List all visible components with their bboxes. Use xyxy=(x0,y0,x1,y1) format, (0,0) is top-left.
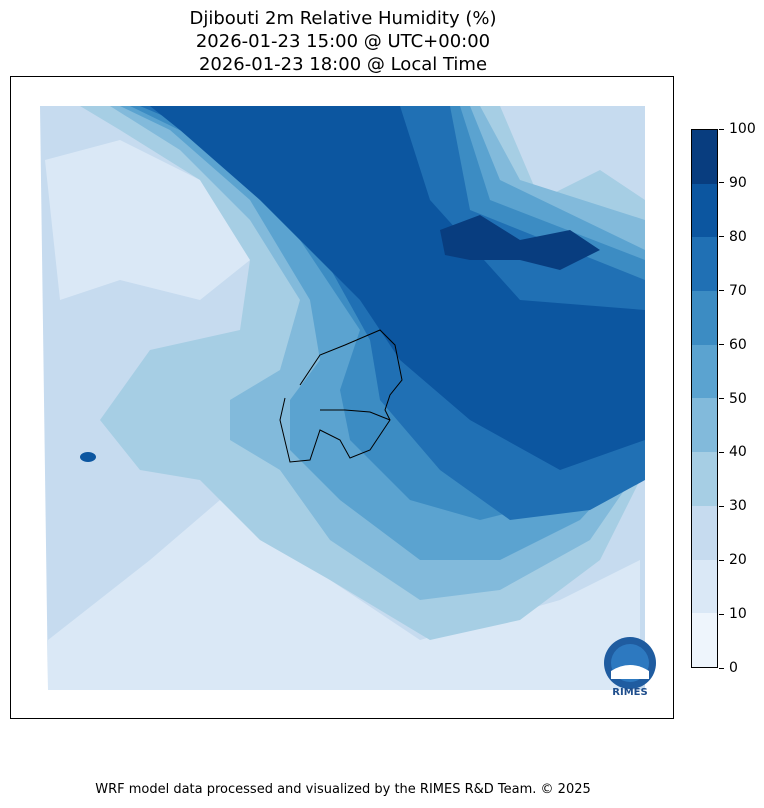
colorbar-segment xyxy=(692,452,717,506)
map-axes: RIMES xyxy=(10,76,674,719)
contour-10-20 xyxy=(48,500,640,690)
logo-text: RIMES xyxy=(612,687,647,697)
colorbar-tick-label: 100 xyxy=(719,121,756,137)
contour-90-100 xyxy=(440,215,600,270)
colorbar-segment xyxy=(692,183,717,238)
utc-time: 2026-01-23 15:00 @ UTC+00:00 xyxy=(195,31,491,52)
colorbar-tick-label: 0 xyxy=(719,660,738,676)
contour-80-90 xyxy=(150,106,645,470)
colorbar-tick-label: 80 xyxy=(719,229,747,245)
colorbar-segment xyxy=(692,613,717,667)
colorbar-segment xyxy=(692,129,717,184)
colorbar-tick-label: 90 xyxy=(719,175,747,191)
footer-credit: WRF model data processed and visualized … xyxy=(95,782,591,797)
colorbar-segment xyxy=(692,291,717,345)
colorbar-tick-label: 10 xyxy=(719,606,747,622)
contour-90-100-spot xyxy=(80,452,96,462)
colorbar-tick-label: 20 xyxy=(719,552,747,568)
colorbar-segment xyxy=(692,237,717,292)
colorbar-segment xyxy=(692,344,717,399)
contour-10-20-west xyxy=(45,140,250,300)
colorbar-tick-label: 70 xyxy=(719,283,747,299)
rimes-logo: RIMES xyxy=(604,637,656,697)
region-border xyxy=(320,409,391,421)
colorbar-segment xyxy=(692,398,717,453)
colorbar-segment xyxy=(692,505,717,560)
colorbar-tick-label: 50 xyxy=(719,391,747,407)
humidity-map xyxy=(40,106,645,690)
colorbar-tick-label: 40 xyxy=(719,444,747,460)
colorbar-segment xyxy=(692,559,717,614)
colorbar-tick-label: 60 xyxy=(719,337,747,353)
colorbar-tick-label: 30 xyxy=(719,498,747,514)
colorbar xyxy=(691,129,718,668)
local-time: 2026-01-23 18:00 @ Local Time xyxy=(198,54,488,75)
chart-title: Djibouti 2m Relative Humidity (%) xyxy=(189,8,497,29)
